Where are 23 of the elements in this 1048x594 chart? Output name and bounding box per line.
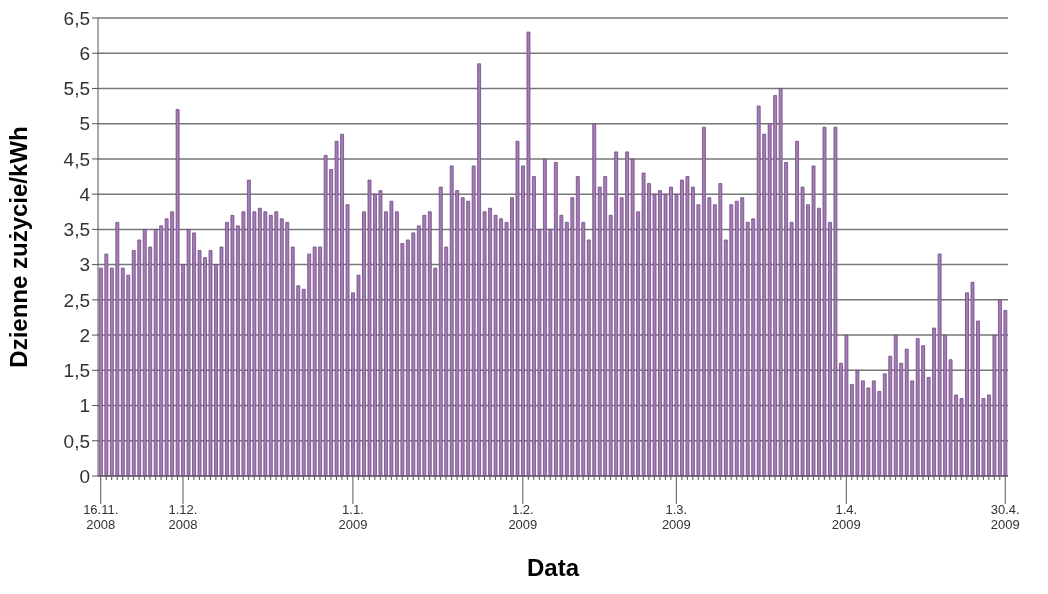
y-tick-label: 1	[79, 395, 90, 417]
y-tick-label: 4,5	[63, 148, 90, 170]
y-tick-label: 5,5	[63, 78, 90, 100]
y-tick-label: 6	[79, 42, 90, 64]
y-tick-label: 3,5	[63, 219, 90, 241]
x-tick-label: 1.2. 2009	[508, 502, 538, 532]
x-tick-label: 1.12. 2008	[168, 502, 198, 532]
x-tick-label: 16.11. 2008	[83, 502, 119, 532]
y-tick-label: 1,5	[63, 360, 90, 382]
y-tick-label: 2	[79, 324, 90, 346]
y-tick-label: 2,5	[63, 289, 90, 311]
x-tick-label: 1.4. 2009	[831, 502, 861, 532]
y-tick-label: 4	[79, 183, 91, 205]
y-tick-label: 3	[79, 254, 90, 276]
x-tick-label: 1.1. 2009	[338, 502, 368, 532]
y-tick-label: 0,5	[63, 430, 90, 452]
y-tick-label: 6,5	[63, 7, 90, 29]
y-tick-label: 5	[79, 113, 90, 135]
x-axis-title: Data	[526, 554, 580, 581]
x-tick-label: 1.3. 2009	[661, 502, 691, 532]
x-tick-label: 30.4. 2009	[990, 502, 1020, 532]
y-tick-label: 0	[79, 465, 90, 487]
y-axis-title: Dzienne zużycie/kWh	[4, 126, 32, 368]
